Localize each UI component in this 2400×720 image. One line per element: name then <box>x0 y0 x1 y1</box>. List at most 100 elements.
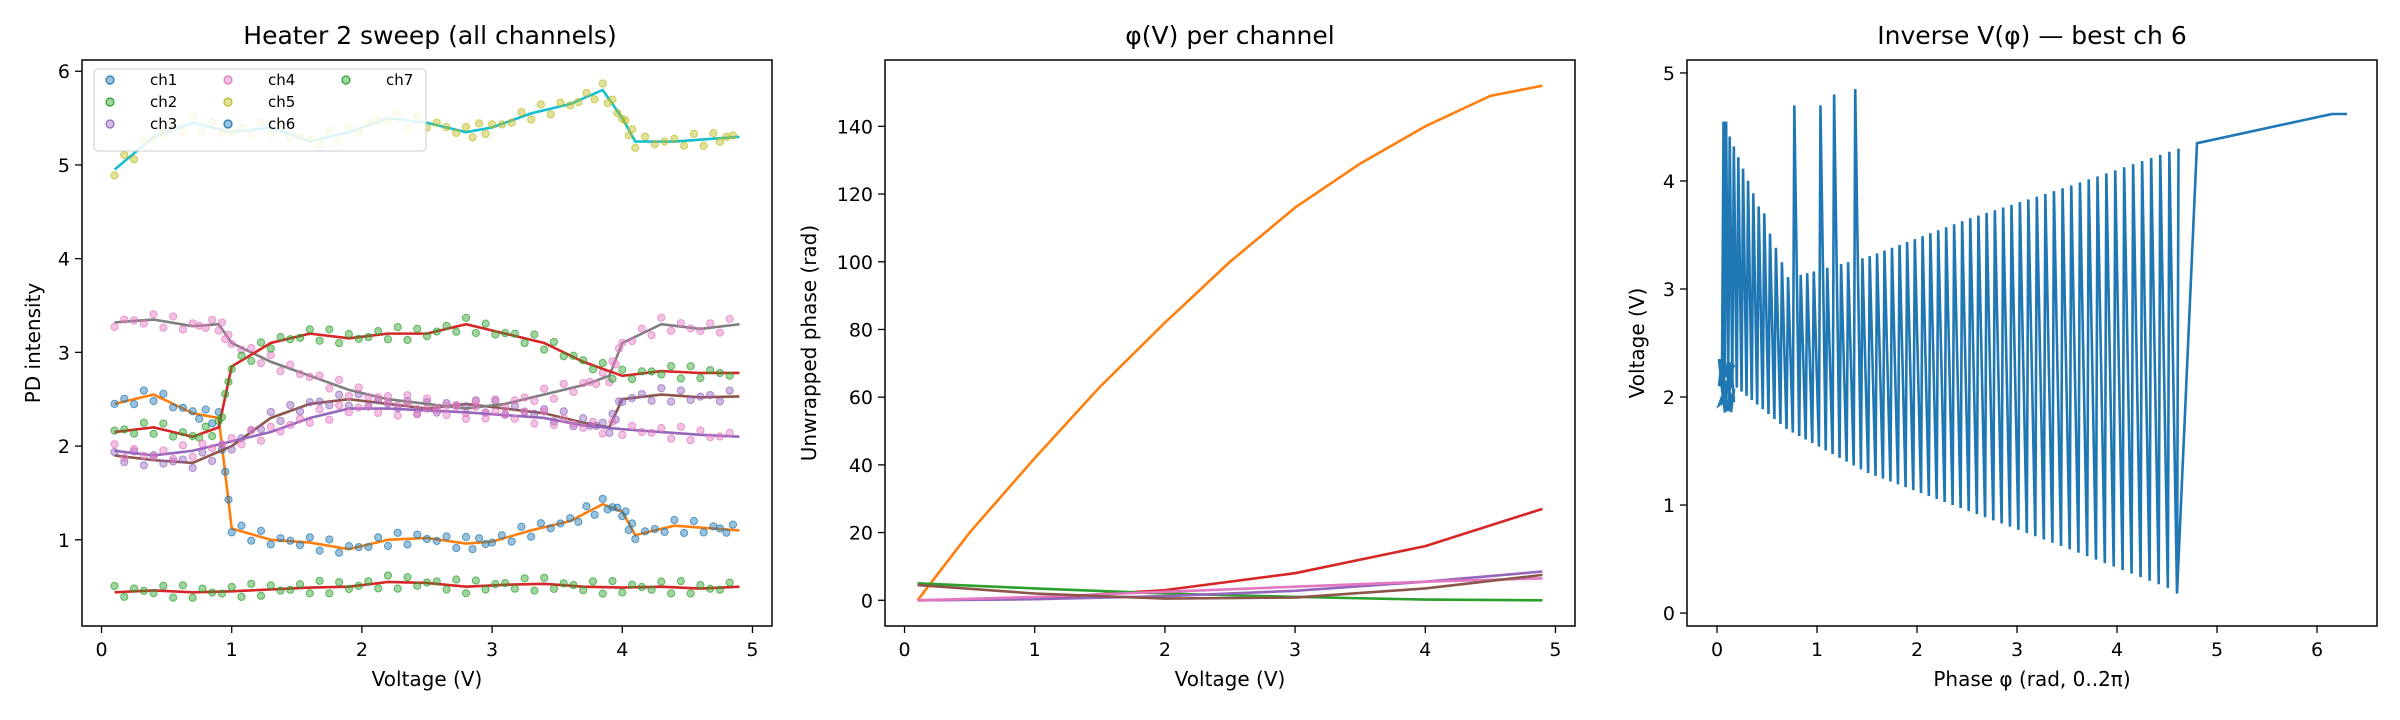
data-point <box>618 397 627 407</box>
data-point <box>696 326 705 336</box>
data-point <box>221 467 230 476</box>
data-point <box>149 310 158 319</box>
data-point <box>627 580 637 589</box>
data-point <box>325 325 334 334</box>
data-point <box>686 395 695 405</box>
legend-marker <box>105 97 115 107</box>
data-point <box>286 360 295 369</box>
data-point <box>295 414 305 424</box>
data-point <box>442 532 451 541</box>
data-point <box>611 360 620 369</box>
data-point <box>621 116 630 125</box>
data-point <box>149 452 158 461</box>
data-point <box>574 97 583 107</box>
data-point <box>374 533 383 542</box>
data-point <box>221 389 230 399</box>
data-point <box>647 428 656 437</box>
data-point <box>725 386 734 395</box>
panel1-xlabel: Voltage (V) <box>372 667 483 691</box>
data-point <box>305 325 314 334</box>
data-point <box>335 548 344 557</box>
data-point <box>670 134 679 143</box>
data-point <box>266 540 275 549</box>
data-point <box>676 577 685 586</box>
data-point <box>325 535 334 544</box>
data-point <box>481 539 490 549</box>
y-tick-label: 4 <box>58 249 70 271</box>
data-point <box>295 369 305 379</box>
data-point <box>501 329 510 338</box>
data-point <box>559 414 568 423</box>
data-point <box>491 407 500 417</box>
data-point <box>149 589 158 598</box>
data-point <box>276 332 285 342</box>
data-point <box>536 519 546 528</box>
data-point <box>696 581 705 590</box>
data-point <box>540 384 549 393</box>
data-point <box>139 461 148 470</box>
y-tick-label: 80 <box>849 319 873 341</box>
data-point <box>315 405 324 414</box>
data-point <box>559 407 568 416</box>
x-tick-label: 4 <box>2111 639 2123 661</box>
data-point <box>354 403 363 412</box>
data-point <box>613 108 622 118</box>
data-point <box>432 536 441 546</box>
data-point <box>501 410 510 420</box>
x-tick-label: 3 <box>2011 639 2023 661</box>
data-point <box>468 133 477 142</box>
panel3-x-ticks: 0 1 2 3 4 5 6 <box>1711 626 2323 661</box>
data-point <box>110 426 119 435</box>
data-point <box>325 589 334 598</box>
data-point <box>403 391 412 400</box>
data-point <box>569 420 578 429</box>
data-point <box>129 155 139 164</box>
y-tick-label: 4 <box>1663 171 1675 193</box>
data-point <box>169 403 178 412</box>
data-point <box>686 589 695 598</box>
data-point <box>497 531 506 540</box>
data-point <box>325 401 334 410</box>
data-point <box>507 118 516 127</box>
data-point <box>637 582 646 592</box>
data-point <box>598 589 607 598</box>
data-point <box>305 533 314 542</box>
data-point <box>432 118 441 127</box>
x-tick-label: 2 <box>1159 639 1171 661</box>
data-point <box>667 362 676 371</box>
x-tick-label: 4 <box>1419 639 1431 661</box>
data-point <box>474 119 484 128</box>
data-point <box>286 536 295 545</box>
data-point <box>569 580 578 590</box>
y-tick-label: 40 <box>849 455 873 477</box>
data-point <box>217 440 227 449</box>
data-point <box>637 367 646 376</box>
y-tick-label: 3 <box>1663 279 1675 301</box>
data-point <box>715 137 725 146</box>
data-point <box>520 407 529 416</box>
data-point <box>413 581 422 590</box>
data-point <box>393 528 402 537</box>
data-point <box>422 404 432 413</box>
data-point <box>129 445 139 454</box>
data-point <box>481 414 490 423</box>
data-point <box>471 397 480 406</box>
data-point <box>520 338 529 348</box>
data-point <box>696 426 705 435</box>
data-point <box>227 364 236 374</box>
data-point <box>413 410 422 419</box>
data-point <box>507 537 516 546</box>
data-point <box>110 581 119 591</box>
data-point <box>266 344 275 353</box>
data-point <box>422 578 432 587</box>
panel3-plot-area <box>1716 89 2347 594</box>
data-point <box>631 143 640 152</box>
data-point <box>442 410 451 420</box>
data-point <box>582 502 591 511</box>
data-point <box>120 453 129 462</box>
data-point <box>627 125 637 134</box>
data-point <box>120 315 129 324</box>
data-point <box>588 417 598 426</box>
data-point <box>676 374 685 383</box>
data-point <box>344 542 353 551</box>
